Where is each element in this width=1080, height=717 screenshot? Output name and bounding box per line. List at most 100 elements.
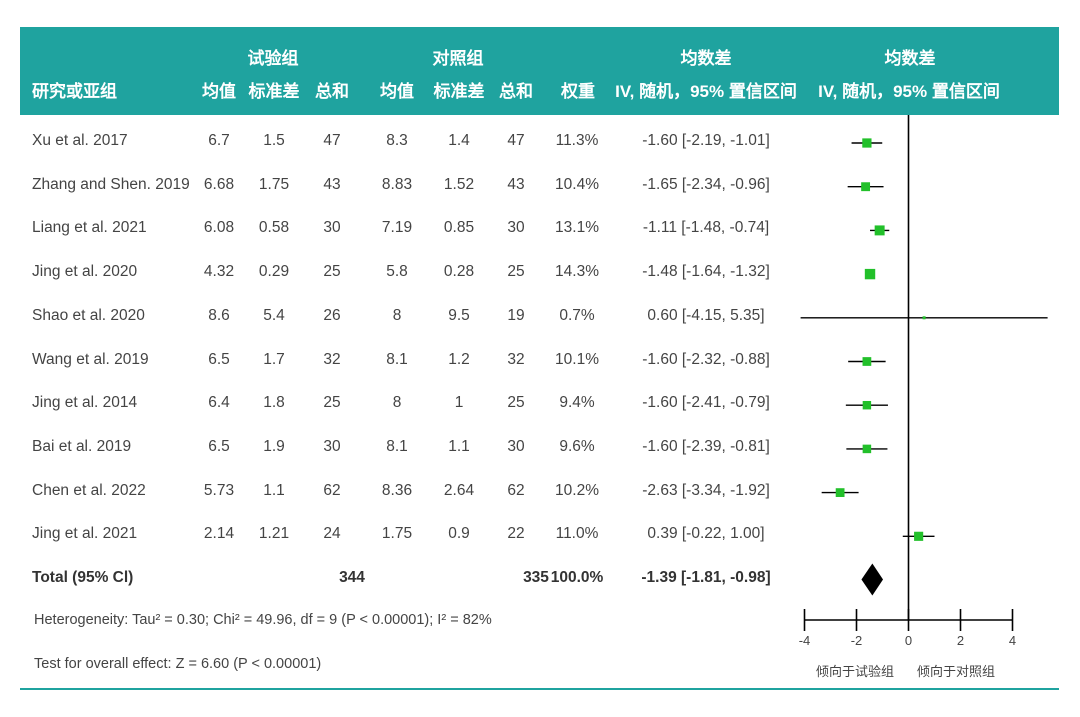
exp-mean: 6.4 [208,394,230,412]
header-exp-sd: 标准差 [248,82,300,101]
ctrl-sd: 2.64 [443,481,475,499]
exp-mean: 6.08 [203,219,235,237]
ctrl-mean: 8.1 [386,437,408,455]
effect-marker [862,138,872,148]
x-tick-label: -2 [851,633,863,648]
header-ci-label-1: IV, 随机，95% 置信区间 [615,82,797,101]
ctrl-mean: 7.19 [381,219,413,237]
study-name: Jing et al. 2014 [32,394,138,412]
ctrl-sd: 0.28 [443,263,475,281]
table-row: Shao et al. 2020 8.6 5.4 26 8 9.5 19 0.7% 0.60 [… [20,307,800,337]
ctrl-sd: 0.9 [448,525,470,543]
table-row: Jing et al. 2014 6.4 1.8 25 8 1 25 9.4% -1.60 [-… [20,394,800,424]
header-ctrl-total: 总和 [499,82,533,101]
ctrl-mean: 8 [392,394,402,412]
ctrl-sd: 1 [454,394,464,412]
ctrl-total: 47 [507,132,525,149]
table-row: Xu et al. 2017 6.7 1.5 47 8.3 1.4 47 11.3% -1.60… [20,132,800,162]
ctrl-sd: 9.5 [448,306,470,324]
exp-sd: 1.5 [263,132,285,149]
effect-marker [874,225,885,236]
weight: 10.4% [555,175,599,193]
x-tick-label: -4 [799,633,811,648]
exp-total: 25 [323,394,341,412]
ctrl-sd: 1.52 [443,175,475,193]
effect-marker [862,444,872,454]
exp-mean: 4.32 [203,263,235,281]
total-label: Total (95% Cl) [32,569,134,586]
md-ci: -1.60 [-2.19, -1.01] [642,132,770,149]
exp-mean: 5.73 [203,481,235,499]
heterogeneity-text: Heterogeneity: Tau² = 0.30; Chi² = 49.96… [34,612,492,628]
total-weight: 100.0% [550,569,604,586]
ctrl-mean: 5.8 [386,263,408,281]
header-ctrl-mean: 均值 [380,82,414,101]
table-header: 试验组 对照组 均数差 均数差 研究或亚组 均值 标准差 总和 均值 标准差 总… [20,27,1059,115]
exp-sd: 0.58 [258,219,290,237]
exp-sd: 1.8 [263,394,285,412]
header-exp-mean: 均值 [202,82,236,101]
study-name: Shao et al. 2020 [32,306,145,324]
ctrl-sd: 1.1 [448,437,470,455]
x-tick-label: 4 [1009,633,1016,648]
ctrl-total: 43 [507,175,525,193]
ctrl-mean: 8 [392,306,402,324]
study-name: Bai et al. 2019 [32,437,132,455]
total-md-ci: -1.39 [-1.81, -0.98] [641,569,771,586]
study-name: Jing et al. 2020 [32,263,138,281]
x-tick-label: 2 [957,633,964,648]
exp-total: 26 [323,306,341,324]
exp-total: 24 [323,525,341,543]
ctrl-mean: 8.3 [386,132,408,149]
table-row: Liang et al. 2021 6.08 0.58 30 7.19 0.85 30 13.… [20,219,800,249]
weight: 10.2% [555,481,599,499]
table-row: Jing et al. 2020 4.32 0.29 25 5.8 0.28 25 14.3%… [20,263,800,293]
exp-mean: 2.14 [203,525,235,543]
effect-marker [835,488,845,497]
header-md-title-1: 均数差 [680,49,732,68]
exp-sd: 1.75 [258,175,290,193]
total-ctrl-n: 335 [523,569,549,586]
ctrl-total: 32 [507,350,525,368]
table-row: Jing et al. 2021 2.14 1.21 24 1.75 0.9 22 11.0%… [20,525,800,555]
md-ci: -1.60 [-2.41, -0.79] [642,394,770,412]
md-ci: -1.48 [-1.64, -1.32] [642,263,770,281]
exp-mean: 6.68 [203,175,235,193]
study-name: Wang et al. 2019 [32,350,149,368]
header-group-control: 对照组 [432,49,484,68]
exp-total: 32 [323,350,341,368]
header-group-experimental: 试验组 [247,49,299,68]
md-ci: 0.39 [-0.22, 1.00] [647,525,765,543]
exp-total: 43 [323,175,341,193]
ctrl-total: 62 [507,481,525,499]
effect-marker [862,400,872,410]
exp-total: 62 [323,481,341,499]
exp-total: 47 [323,132,341,149]
ctrl-total: 25 [507,394,525,412]
ctrl-mean: 1.75 [381,525,413,543]
header-ctrl-sd: 标准差 [433,82,485,101]
exp-total: 25 [323,263,341,281]
table-row: Bai et al. 2019 6.5 1.9 30 8.1 1.1 30 9.6% -1.60… [20,438,800,468]
exp-sd: 1.21 [258,525,290,543]
exp-sd: 1.9 [263,437,285,455]
ctrl-mean: 8.1 [386,350,408,368]
md-ci: 0.60 [-4.15, 5.35] [647,306,765,324]
ctrl-total: 30 [507,219,525,237]
weight: 11.0% [555,525,599,543]
exp-sd: 0.29 [258,263,290,281]
md-ci: -1.60 [-2.39, -0.81] [642,437,770,455]
md-ci: -1.65 [-2.34, -0.96] [642,175,770,193]
ctrl-total: 25 [507,263,525,281]
x-note-right: 倾向于对照组 [917,664,996,679]
exp-mean: 6.5 [208,437,230,455]
ctrl-mean: 8.83 [381,175,413,193]
weight: 9.4% [559,394,595,412]
ctrl-total: 22 [507,525,525,543]
x-note-left: 倾向于试验组 [816,664,895,679]
study-name: Jing et al. 2021 [32,525,138,543]
x-tick-label: 0 [905,633,912,648]
table-row: Wang et al. 2019 6.5 1.7 32 8.1 1.2 32 10.1% -1.… [20,351,800,381]
header-weight: 权重 [561,82,595,101]
study-name: Xu et al. 2017 [32,132,128,149]
